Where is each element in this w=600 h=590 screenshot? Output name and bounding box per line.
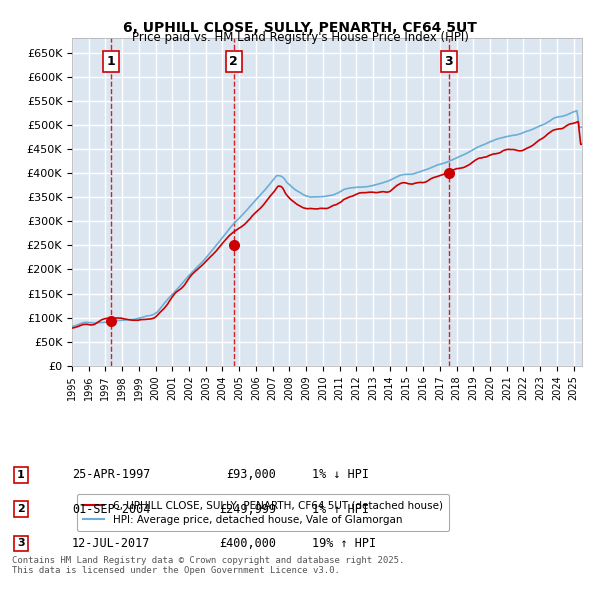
Text: 2: 2 (229, 55, 238, 68)
Text: 1: 1 (106, 55, 115, 68)
Text: 6, UPHILL CLOSE, SULLY, PENARTH, CF64 5UT: 6, UPHILL CLOSE, SULLY, PENARTH, CF64 5U… (123, 21, 477, 35)
Text: Price paid vs. HM Land Registry's House Price Index (HPI): Price paid vs. HM Land Registry's House … (131, 31, 469, 44)
Text: £249,999: £249,999 (219, 503, 276, 516)
Text: 12-JUL-2017: 12-JUL-2017 (72, 537, 151, 550)
Text: 19% ↑ HPI: 19% ↑ HPI (312, 537, 376, 550)
Text: 1% ↑ HPI: 1% ↑ HPI (312, 503, 369, 516)
Text: 25-APR-1997: 25-APR-1997 (72, 468, 151, 481)
Text: 01-SEP-2004: 01-SEP-2004 (72, 503, 151, 516)
Text: 3: 3 (17, 539, 25, 548)
Text: £93,000: £93,000 (226, 468, 276, 481)
Text: 3: 3 (445, 55, 453, 68)
Text: 1% ↓ HPI: 1% ↓ HPI (312, 468, 369, 481)
Text: 1: 1 (17, 470, 25, 480)
Text: 2: 2 (17, 504, 25, 514)
Text: Contains HM Land Registry data © Crown copyright and database right 2025.
This d: Contains HM Land Registry data © Crown c… (12, 556, 404, 575)
Text: £400,000: £400,000 (219, 537, 276, 550)
Legend: 6, UPHILL CLOSE, SULLY, PENARTH, CF64 5UT (detached house), HPI: Average price, : 6, UPHILL CLOSE, SULLY, PENARTH, CF64 5U… (77, 494, 449, 531)
